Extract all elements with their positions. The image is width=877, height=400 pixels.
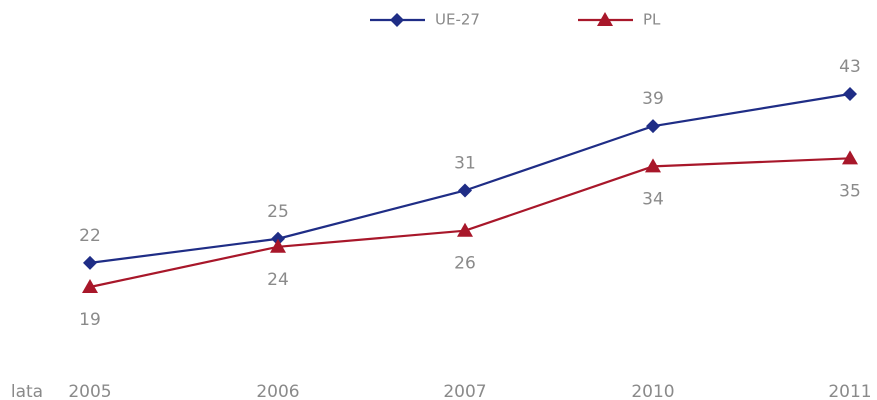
data-label: 19 [79, 310, 101, 330]
data-point [843, 87, 857, 101]
data-point [83, 255, 97, 270]
legend-marker [390, 13, 404, 27]
data-label: 34 [642, 189, 664, 209]
data-point [82, 279, 98, 293]
data-label: 26 [454, 254, 476, 274]
data-point [271, 231, 285, 246]
data-label: 31 [454, 154, 476, 174]
x-axis-label: lata [11, 382, 43, 400]
data-point [645, 158, 661, 173]
series-line [89, 92, 851, 264]
data-label: 24 [267, 270, 289, 290]
data-point [270, 238, 286, 253]
data-label: 25 [267, 202, 289, 222]
x-tick-label: 2010 [631, 382, 674, 400]
x-tick-label: 2005 [68, 382, 111, 400]
data-label: 39 [642, 89, 664, 109]
x-tick-label: 2006 [256, 382, 299, 400]
data-point [457, 222, 473, 237]
x-tick-label: 2011 [828, 382, 871, 400]
data-label: 43 [839, 57, 861, 77]
data-point [842, 150, 858, 165]
data-point [458, 183, 472, 198]
data-label: 22 [79, 226, 101, 246]
legend-label: UE-27 [435, 11, 480, 29]
data-point [646, 119, 660, 134]
legend-marker [597, 12, 613, 26]
x-tick-label: 2007 [443, 382, 486, 400]
legend-label: PL [643, 11, 661, 29]
data-label: 35 [839, 181, 861, 201]
